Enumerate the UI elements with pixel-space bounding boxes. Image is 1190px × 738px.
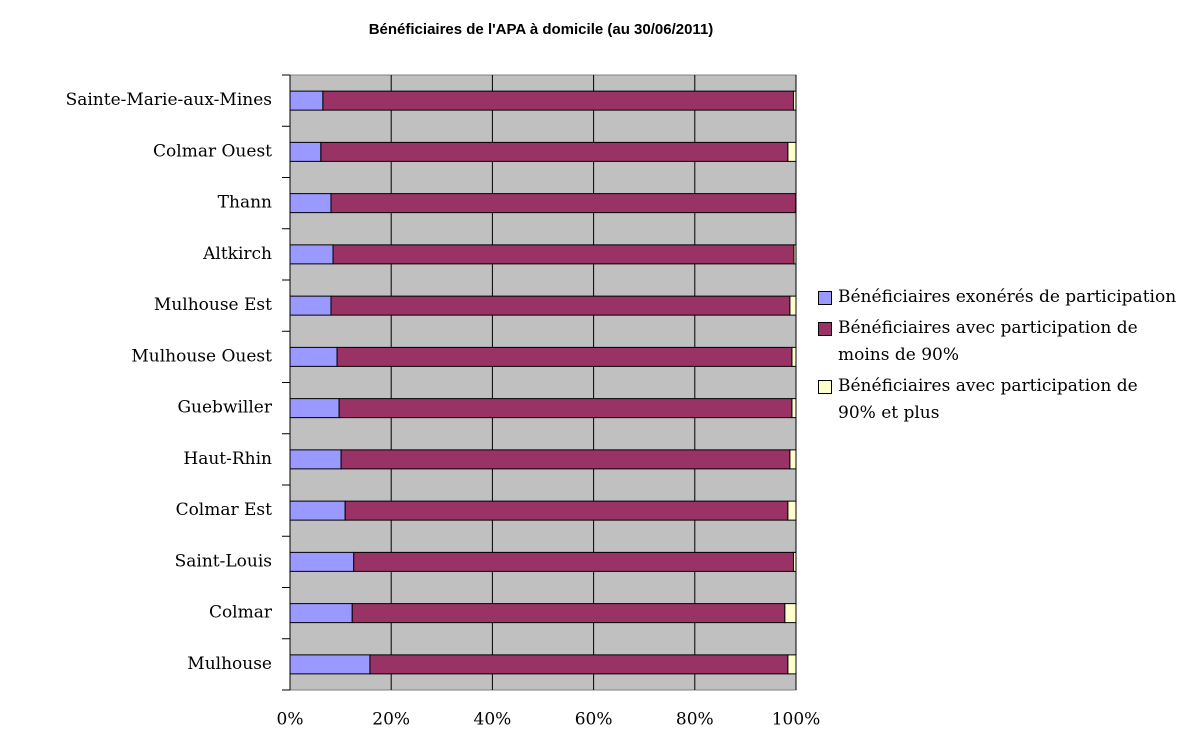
bar-segment	[794, 193, 797, 214]
y-tick-label: Colmar	[209, 603, 273, 623]
y-tick-label: Colmar Est	[176, 500, 273, 520]
bar-segment	[289, 90, 324, 111]
legend-swatch	[818, 291, 832, 305]
bar-segment	[791, 346, 797, 367]
x-tick-label: 80%	[676, 710, 714, 730]
bar-segment	[289, 244, 334, 265]
chart-title: Bénéficiaires de l'APA à domicile (au 30…	[369, 21, 714, 38]
legend-label: Bénéficiaires avec participation de 90% …	[838, 376, 1138, 423]
bar-segment	[289, 449, 342, 470]
bar-segment	[344, 500, 789, 521]
bar-segment	[789, 295, 797, 316]
x-tick-label: 60%	[575, 710, 613, 730]
x-tick-label: 40%	[474, 710, 512, 730]
bar-segment	[791, 398, 797, 419]
bar-segment	[351, 603, 786, 624]
legend-item: Bénéficiaires avec participation de moin…	[818, 315, 1178, 369]
bar-segment	[289, 295, 332, 316]
bar-segment	[792, 551, 797, 572]
bar-segment	[330, 295, 791, 316]
y-tick-label: Mulhouse	[187, 654, 272, 674]
y-tick-label: Haut-Rhin	[183, 449, 272, 469]
x-tick-label: 0%	[277, 710, 304, 730]
x-tick-label: 20%	[372, 710, 410, 730]
y-tick-label: Mulhouse Est	[154, 295, 272, 315]
bar-segment	[353, 551, 794, 572]
legend-item: Bénéficiaires exonérés de participation	[818, 284, 1178, 311]
bar-segment	[289, 603, 353, 624]
y-tick-label: Mulhouse Ouest	[131, 346, 272, 366]
bar-segment	[787, 141, 797, 162]
bar-segment	[369, 654, 789, 675]
legend-swatch	[818, 322, 832, 336]
bar-segment	[289, 500, 346, 521]
bar-segment	[784, 603, 797, 624]
bar-segment	[787, 500, 797, 521]
legend-label: Bénéficiaires avec participation de moin…	[838, 318, 1138, 365]
y-tick-label: Sainte-Marie-aux-Mines	[66, 90, 272, 110]
bar-segment	[793, 244, 797, 265]
bar-segment	[336, 346, 793, 367]
y-tick-label: Altkirch	[202, 244, 272, 264]
bar-segment	[332, 244, 795, 265]
bar-segment	[340, 449, 791, 470]
y-tick-label: Thann	[218, 193, 272, 213]
legend-item: Bénéficiaires avec participation de 90% …	[818, 373, 1178, 427]
bar-segment	[289, 193, 332, 214]
bar-segment	[289, 141, 322, 162]
bar-segment	[320, 141, 789, 162]
bar-segment	[289, 551, 355, 572]
bar-segment	[289, 398, 340, 419]
bar-segment	[330, 193, 796, 214]
legend-label: Bénéficiaires exonérés de participation	[838, 287, 1177, 307]
legend-swatch	[818, 380, 832, 394]
bar-segment	[787, 654, 797, 675]
y-tick-label: Saint-Louis	[175, 551, 272, 571]
bar-segment	[289, 346, 338, 367]
bar-segment	[322, 90, 794, 111]
x-tick-label: 100%	[772, 710, 821, 730]
y-tick-label: Guebwiller	[177, 398, 272, 418]
bar-segment	[792, 90, 797, 111]
bar-segment	[289, 654, 371, 675]
plot-area	[289, 74, 797, 691]
bar-segment	[789, 449, 797, 470]
bar-segment	[338, 398, 793, 419]
y-tick-label: Colmar Ouest	[153, 141, 272, 161]
legend: Bénéficiaires exonérés de participation B…	[818, 284, 1178, 431]
